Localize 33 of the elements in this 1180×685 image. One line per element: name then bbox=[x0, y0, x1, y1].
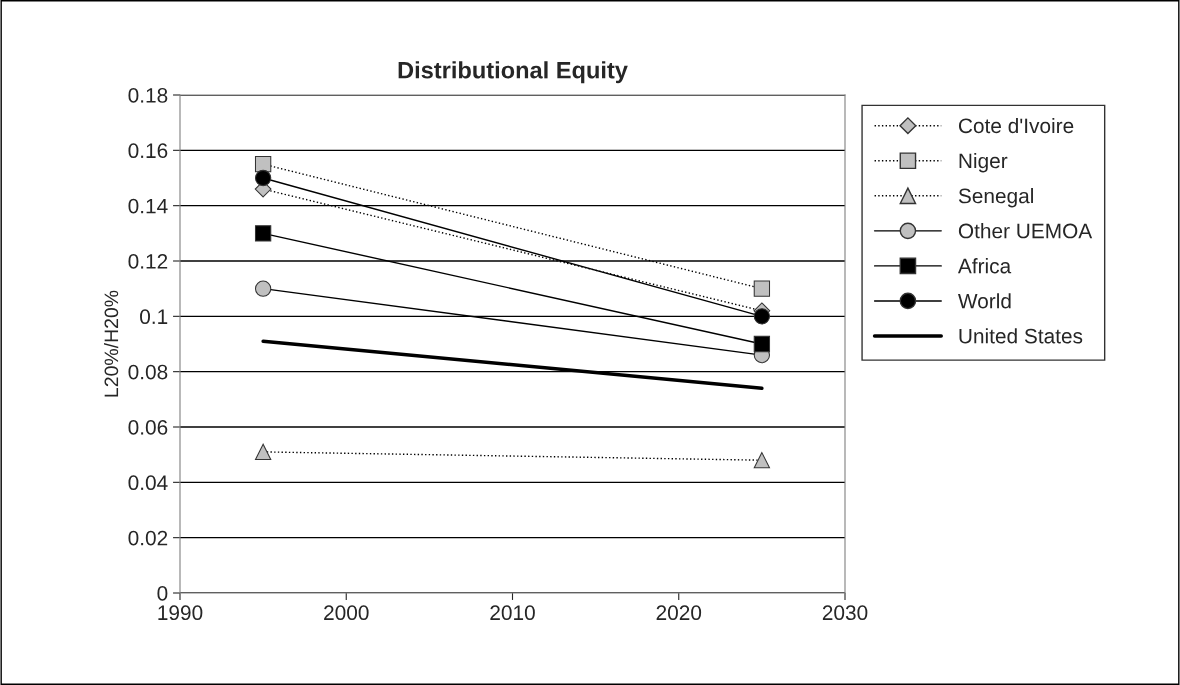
legend-label: Africa bbox=[957, 258, 1012, 274]
y-tick-label: 0.06 bbox=[128, 420, 168, 435]
x-tick-label: 2020 bbox=[656, 605, 702, 621]
y-tick-label: 0.14 bbox=[128, 198, 168, 214]
point bbox=[254, 280, 272, 297]
legend-label: Cote d'Ivoire bbox=[958, 117, 1074, 134]
legend-label: United States bbox=[959, 328, 1083, 344]
y-tick-label: 0.08 bbox=[128, 364, 168, 380]
y-tick-label: 0.02 bbox=[128, 530, 168, 546]
legend-label: World bbox=[957, 293, 1011, 309]
point bbox=[254, 156, 272, 173]
y-tick-label: 0 bbox=[157, 586, 168, 601]
y-tick-label: 0.04 bbox=[128, 475, 168, 491]
point bbox=[254, 225, 272, 242]
y-axis-title: L20%/H20% bbox=[103, 290, 119, 397]
point bbox=[753, 452, 771, 469]
point bbox=[753, 335, 771, 353]
y-tick-label: 0.18 bbox=[128, 88, 168, 103]
legend-label: Other UEMOA bbox=[958, 223, 1093, 239]
chart-title: Distributional Equity bbox=[398, 61, 628, 84]
x-tick-label: 2010 bbox=[490, 605, 535, 621]
point bbox=[753, 308, 771, 325]
y-tick-label: 0.1 bbox=[140, 309, 168, 325]
legend-label: Senegal bbox=[958, 188, 1033, 208]
point bbox=[753, 280, 771, 297]
x-tick-label: 1990 bbox=[158, 605, 203, 621]
point bbox=[254, 169, 272, 187]
y-tick-label: 0.16 bbox=[128, 143, 168, 159]
legend-label: Niger bbox=[959, 152, 1008, 173]
x-tick-label: 2000 bbox=[324, 605, 369, 621]
point bbox=[254, 443, 272, 461]
y-tick-label: 0.12 bbox=[128, 254, 168, 269]
x-tick-label: 2030 bbox=[822, 605, 868, 621]
